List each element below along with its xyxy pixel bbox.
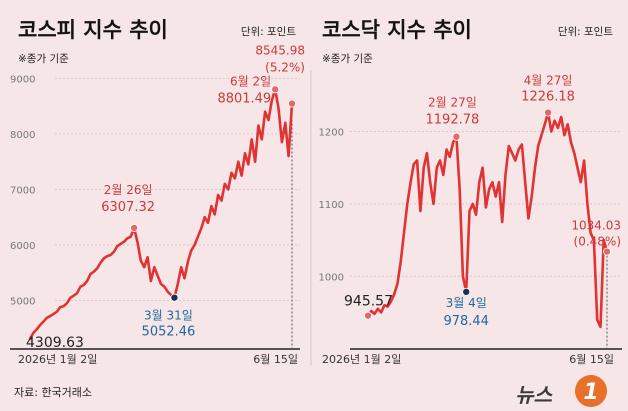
kosdaq-y-axis: 1000 1100 1200	[319, 128, 344, 284]
kospi-y-tick-label: 7000	[10, 185, 35, 196]
kospi-annotations: 4309.63 2월 26일 6307.32 3월 31일 5052.46 6월 2일 88…	[26, 44, 305, 351]
kospi-point-marker	[170, 293, 179, 302]
kospi-annotation-label: 8801.49	[217, 91, 271, 106]
kospi-gridlines	[55, 77, 300, 302]
logo-circle-icon	[575, 375, 607, 407]
kosdaq-annotation-label: 945.57	[344, 294, 393, 310]
kosdaq-y-tick-label: 1100	[319, 200, 344, 211]
kosdaq-point-marker	[462, 287, 471, 296]
kosdaq-point-marker	[603, 247, 612, 256]
kospi-x-start-label: 2026년 1월 2일	[18, 352, 97, 366]
logo-text: 뉴스	[515, 383, 553, 407]
kosdaq-annotation-label: 978.44	[443, 314, 489, 329]
right-note: ※종가 기준	[322, 53, 373, 65]
kosdaq-y-tick-label: 1000	[319, 272, 344, 283]
kosdaq-annotation-label: 4월 27일	[524, 74, 573, 88]
kosdaq-annotation-label: 2월 27일	[428, 96, 477, 110]
left-chart-title: 코스피 지수 추이	[18, 18, 168, 42]
kospi-annotation-label: 2월 26일	[104, 183, 153, 197]
kospi-point-marker	[130, 223, 139, 232]
kospi-annotation-label: 5052.46	[142, 325, 196, 340]
right-unit-label: 단위: 포인트	[558, 25, 614, 38]
logo-mark: 1	[583, 380, 598, 405]
kospi-y-axis: 5000 6000 7000 8000 9000	[10, 74, 35, 307]
kospi-y-tick-label: 9000	[10, 74, 35, 85]
kosdaq-point-marker	[363, 311, 372, 320]
kospi-annotation-label: 6월 2일	[230, 74, 271, 88]
kospi-y-tick-label: 8000	[10, 130, 35, 141]
news1-logo: 뉴스 1	[515, 375, 607, 407]
kospi-chart: 5000 6000 7000 8000 9000 4309.63 2월 26일 6307.3…	[10, 44, 305, 366]
kosdaq-chart: 1000 1100 1200 945.57 2월 27일 1192.78 3월 4일 978…	[319, 74, 622, 366]
kospi-annotation-label: 4309.63	[26, 335, 84, 351]
kospi-annotation-label: 8545.98	[255, 44, 305, 58]
kosdaq-annotations: 945.57 2월 27일 1192.78 3월 4일 978.44 4월 27일 1226…	[344, 74, 621, 329]
kosdaq-y-tick-label: 1200	[319, 128, 344, 139]
kospi-series-line	[28, 88, 294, 341]
kospi-y-tick-label: 6000	[10, 241, 35, 252]
kosdaq-annotation-label: (0.48%)	[574, 235, 621, 249]
kosdaq-series-line	[366, 111, 609, 329]
kospi-annotation-label: 6307.32	[101, 200, 155, 215]
kospi-point-marker	[271, 85, 280, 94]
right-chart-title: 코스닥 지수 추이	[322, 18, 472, 42]
kospi-x-end-label: 6월 15일	[253, 352, 298, 366]
kospi-point-marker	[287, 99, 296, 108]
left-unit-label: 단위: 포인트	[241, 25, 297, 38]
kosdaq-annotation-label: 3월 4일	[446, 296, 487, 310]
kosdaq-point-marker	[452, 132, 461, 141]
kosdaq-point-marker	[544, 108, 553, 117]
source-label: 자료: 한국거래소	[14, 386, 92, 399]
kospi-annotation-label: (5.2%)	[265, 61, 305, 75]
kospi-y-tick-label: 5000	[10, 297, 35, 308]
kosdaq-annotation-label: 1192.78	[426, 113, 480, 128]
kosdaq-x-end-label: 6월 15일	[569, 352, 614, 366]
kosdaq-x-start-label: 2026년 1월 2일	[322, 352, 401, 366]
kosdaq-annotation-label: 1034.03	[571, 219, 621, 233]
left-note: ※종가 기준	[18, 53, 69, 65]
kosdaq-annotation-label: 1226.18	[521, 90, 575, 105]
kospi-annotation-label: 3월 31일	[144, 309, 193, 323]
